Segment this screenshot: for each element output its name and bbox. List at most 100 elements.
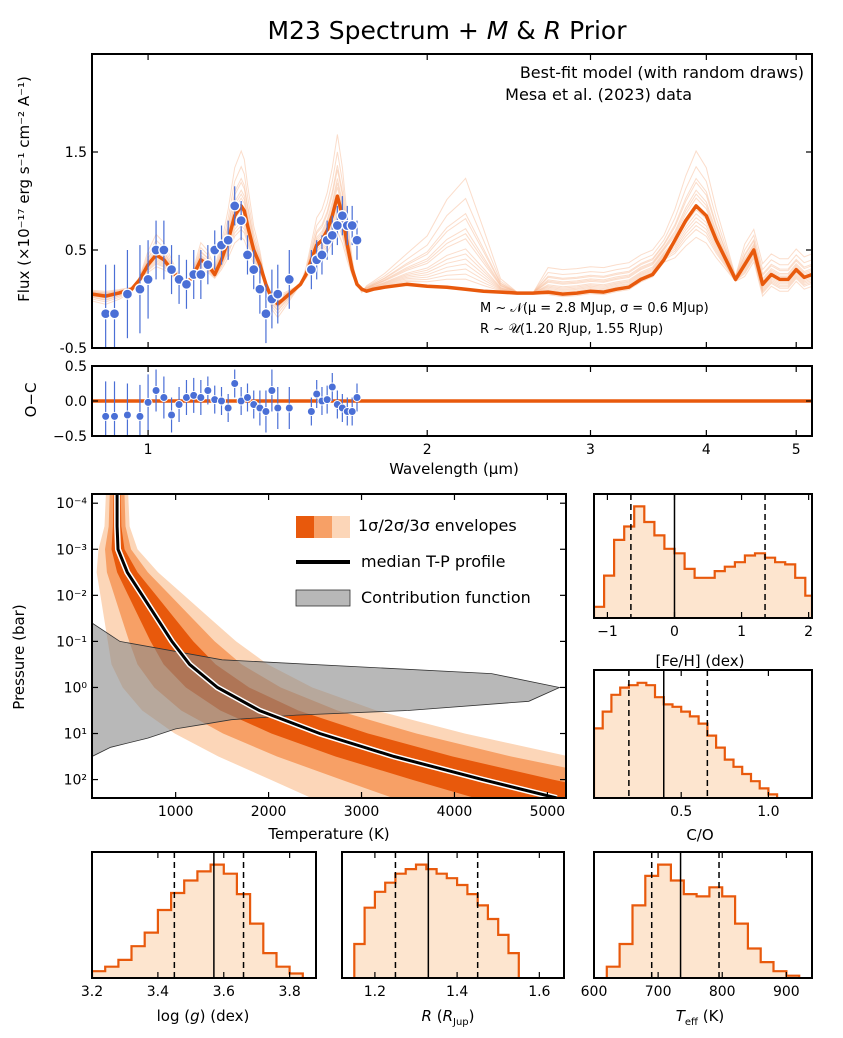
- data-point: [180, 278, 193, 290]
- data-point: [254, 283, 266, 295]
- x-tick-label: 600: [581, 984, 608, 1000]
- x-tick-label: 3: [586, 442, 595, 458]
- data-point: [142, 273, 154, 286]
- histogram-outline: [594, 505, 812, 618]
- x-tick-label: 3.4: [147, 984, 169, 1000]
- data-point: [222, 234, 234, 246]
- x-tick-label: 1.4: [446, 984, 468, 1000]
- median-tp-line: [115, 494, 558, 798]
- figure-title: M23 Spectrum + M & R Prior: [267, 16, 627, 45]
- temperature-axis-label: Temperature (K): [267, 825, 389, 843]
- residual-point: [284, 403, 294, 413]
- legend-median-tp-label: median T-P profile: [361, 552, 505, 571]
- x-tick-label: −1: [597, 624, 618, 640]
- x-tick-label: 3.2: [81, 984, 103, 1000]
- y-tick-label: -0.5: [60, 341, 87, 357]
- data-point: [346, 219, 358, 232]
- data-point: [351, 234, 363, 246]
- x-tick-label: 4000: [437, 804, 473, 820]
- tp-profile-panel: 1000 2000 3000 4000 5000 10⁻⁴ 10⁻³ 10⁻² 10⁻¹ 10⁰ 1…: [56, 493, 567, 820]
- model-random-draw: [92, 134, 812, 319]
- y-tick-label: 10⁻¹: [56, 634, 87, 650]
- residual-point: [135, 411, 145, 421]
- radius-prior-annotation: R ~ 𝒰(1.20 RJup, 1.55 RJup): [480, 322, 663, 337]
- data-point: [108, 308, 121, 320]
- data-point: [316, 249, 328, 261]
- data-point: [195, 268, 207, 281]
- x-tick-label: 800: [709, 984, 736, 1000]
- feh-axis-label: [Fe/H] (dex): [656, 652, 745, 670]
- legend-best-fit-model: Best-fit model (with random draws): [520, 63, 804, 82]
- x-tick-label: 700: [645, 984, 672, 1000]
- residual-point: [101, 411, 111, 421]
- data-point: [165, 263, 178, 276]
- residual-point: [181, 393, 191, 402]
- histogram-fill: [594, 506, 812, 618]
- data-point: [283, 273, 295, 286]
- legend-mesa-data: Mesa et al. (2023) data: [505, 85, 692, 104]
- y-tick-label: 1.5: [65, 145, 87, 161]
- axes-frame: [91, 493, 567, 799]
- data-point: [134, 283, 146, 295]
- y-tick-label: −0.5: [53, 429, 87, 445]
- contribution-function-area: [92, 622, 561, 757]
- co-axis-label: C/O: [686, 826, 713, 844]
- x-tick-label: 900: [773, 984, 800, 1000]
- radius-axis-label: R (RJup): [422, 1007, 475, 1028]
- mass-prior-annotation: M ~ 𝒩(μ = 2.8 MJup, σ = 0.6 MJup): [480, 301, 709, 316]
- residual-point: [143, 397, 153, 407]
- data-point: [331, 219, 344, 232]
- histogram-plot-area: [594, 494, 812, 618]
- axes-frame: [593, 851, 813, 979]
- x-tick-label: 1: [144, 442, 153, 458]
- histogram-plot-area: [353, 852, 520, 978]
- x-tick-label: 3000: [344, 804, 380, 820]
- x-tick-label: 1: [737, 624, 746, 640]
- histogram-outline: [353, 863, 520, 978]
- y-tick-label: 0.0: [65, 394, 87, 410]
- spectrum-y-axis-label: Flux (×10⁻¹⁷ erg s⁻¹ cm⁻² A⁻¹): [15, 76, 33, 302]
- data-point: [121, 288, 134, 300]
- x-tick-label: 5: [792, 442, 801, 458]
- histogram-outline: [594, 681, 779, 798]
- axes-frame: [593, 669, 813, 799]
- x-tick-label: 3.6: [213, 984, 235, 1000]
- legend-swatch-contribution: [295, 589, 351, 607]
- y-tick-label: 10⁻⁴: [56, 496, 87, 512]
- y-tick-label: 10²: [64, 773, 87, 789]
- residual-point: [306, 407, 316, 416]
- residual-point: [174, 400, 184, 409]
- residual-y-axis-label: O−C: [22, 383, 40, 418]
- residual-point: [312, 389, 322, 399]
- residual-point: [203, 386, 213, 395]
- y-tick-label: 10⁻³: [56, 542, 87, 558]
- co-histogram-panel: 0.5 1.0: [593, 669, 813, 820]
- data-point: [336, 210, 349, 222]
- data-point: [326, 229, 338, 241]
- y-tick-label: 10⁰: [64, 680, 88, 696]
- x-tick-label: 5000: [530, 804, 566, 820]
- data-point: [260, 308, 272, 320]
- data-point: [235, 214, 247, 227]
- residual-point: [273, 403, 283, 413]
- x-tick-label: 1.2: [364, 984, 386, 1000]
- teff-axis-label: Teff (K): [676, 1007, 725, 1028]
- x-tick-label: 1.6: [528, 984, 550, 1000]
- histogram-plot-area: [605, 852, 801, 978]
- wavelength-axis-label: Wavelength (μm): [389, 460, 519, 478]
- legend-swatch-2sigma: [314, 516, 332, 538]
- teff-histogram-panel: 600 700 800 900: [581, 851, 813, 1000]
- logg-histogram-panel: 3.2 3.4 3.6 3.8: [81, 851, 317, 1000]
- legend-contribution-label: Contribution function: [361, 588, 531, 607]
- spectrum-plot-area: [92, 134, 812, 348]
- histogram-fill: [594, 682, 778, 798]
- data-point: [229, 200, 241, 212]
- histogram-plot-area: [92, 852, 304, 978]
- histogram-fill: [606, 864, 800, 978]
- data-point: [158, 244, 170, 256]
- residual-point: [242, 393, 252, 402]
- x-tick-label: 1000: [158, 804, 194, 820]
- residual-point: [322, 395, 332, 405]
- histogram-fill: [92, 864, 303, 978]
